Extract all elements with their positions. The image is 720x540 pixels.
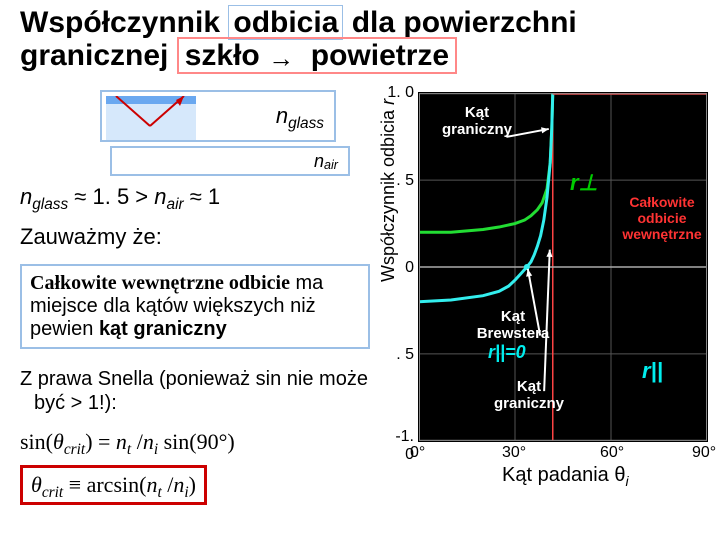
page-title: Współczynnik odbicia dla powierzchni gra… [20, 6, 700, 72]
notice-label: Zauważmy że: [20, 224, 370, 250]
title-p1: Współczynnik [20, 6, 220, 39]
xtick: 0° [410, 444, 425, 462]
observation-box: Całkowite wewnętrzne odbicie ma miejsce … [20, 264, 370, 349]
ytick: 0 [386, 259, 414, 277]
prism-row: nglass [100, 90, 336, 142]
arrow-right-icon: → [268, 44, 294, 73]
ytick: 1. 0 [386, 84, 414, 102]
nair-n: n [314, 151, 324, 172]
left-column: nglass nair nglass ≈ 1. 5 > nair ≈ 1 Zau… [20, 90, 370, 505]
xtick: 30° [502, 444, 526, 462]
ytick: . 5 [386, 172, 414, 190]
title-p5: szkło [185, 39, 260, 72]
title-p3: dla powierzchni [352, 6, 577, 39]
nair-row: nair [110, 146, 350, 176]
title-p2: odbicia [233, 6, 338, 39]
refractive-relation: nglass ≈ 1. 5 > nair ≈ 1 [20, 184, 370, 210]
nair-sub: air [324, 158, 338, 172]
r-par-zero-label: r||=0 [488, 342, 526, 363]
xtick: 60° [600, 444, 624, 462]
snell-law-text: Z prawa Snella (ponieważ sin nie może by… [34, 367, 370, 415]
nglass-n: n [276, 103, 288, 128]
title-p4: granicznej [20, 39, 168, 72]
equation-sin-crit: sin(θcrit) = nt /ni sin(90°) [20, 429, 370, 455]
chart-region: Współczynnik odbicia r 1. 0 . 5 0 . 5 -1… [382, 92, 712, 504]
brewster-label: Kąt Brewstera [468, 308, 558, 342]
ytick: . 5 [386, 346, 414, 364]
xtick: 90° [692, 444, 716, 462]
critical-angle-label-bottom: Kąt graniczny [484, 378, 574, 412]
chart-y-label: Współczynnik odbicia r [378, 99, 399, 282]
prism-icon [106, 96, 196, 140]
title-p6: powietrze [311, 39, 449, 72]
chart-x-label: Kąt padania θi [502, 464, 629, 487]
critical-angle-label-top: Kąt graniczny [432, 104, 522, 138]
tir-label: Całkowite odbicie wewnętrzne [612, 194, 712, 242]
nglass-sub: glass [288, 115, 324, 132]
r-par-label: r|| [642, 358, 663, 384]
equation-crit-box: θcrit ≡ arcsin(nt /ni) [20, 465, 207, 505]
r-perp-label: r⊥ [570, 170, 598, 196]
